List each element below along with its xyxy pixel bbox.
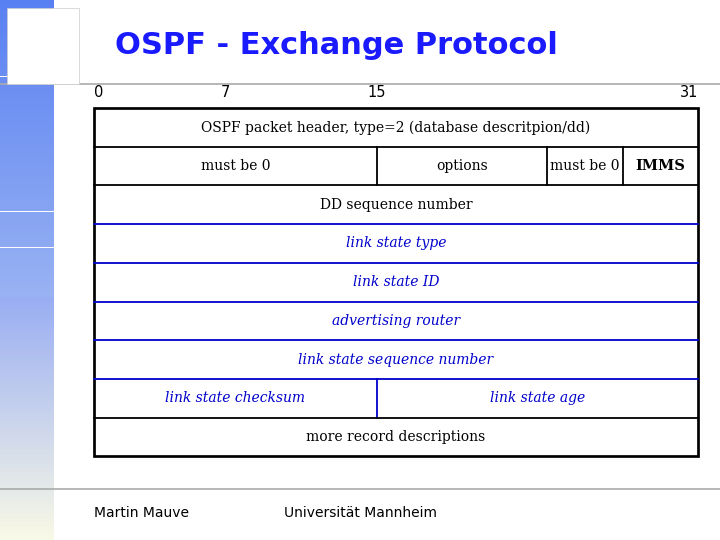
Text: advertising router: advertising router [332, 314, 460, 328]
Text: link state age: link state age [490, 392, 585, 405]
Text: DD sequence number: DD sequence number [320, 198, 472, 212]
Text: Universität Mannheim: Universität Mannheim [284, 506, 436, 520]
Text: 15: 15 [368, 85, 387, 100]
Text: must be 0: must be 0 [550, 159, 620, 173]
Text: options: options [436, 159, 488, 173]
Text: OSPF packet header, type=2 (database descritpion/dd): OSPF packet header, type=2 (database des… [202, 120, 590, 134]
Text: link state type: link state type [346, 237, 446, 251]
Text: more record descriptions: more record descriptions [307, 430, 485, 444]
Text: IMMS: IMMS [636, 159, 685, 173]
Text: link state checksum: link state checksum [166, 392, 305, 405]
Text: 7: 7 [221, 85, 230, 100]
Text: 31: 31 [680, 85, 698, 100]
Text: 0: 0 [94, 85, 103, 100]
Text: must be 0: must be 0 [201, 159, 270, 173]
Text: link state ID: link state ID [353, 275, 439, 289]
Text: OSPF - Exchange Protocol: OSPF - Exchange Protocol [115, 31, 558, 60]
Text: link state sequence number: link state sequence number [298, 353, 494, 367]
Text: Martin Mauve: Martin Mauve [94, 506, 189, 520]
